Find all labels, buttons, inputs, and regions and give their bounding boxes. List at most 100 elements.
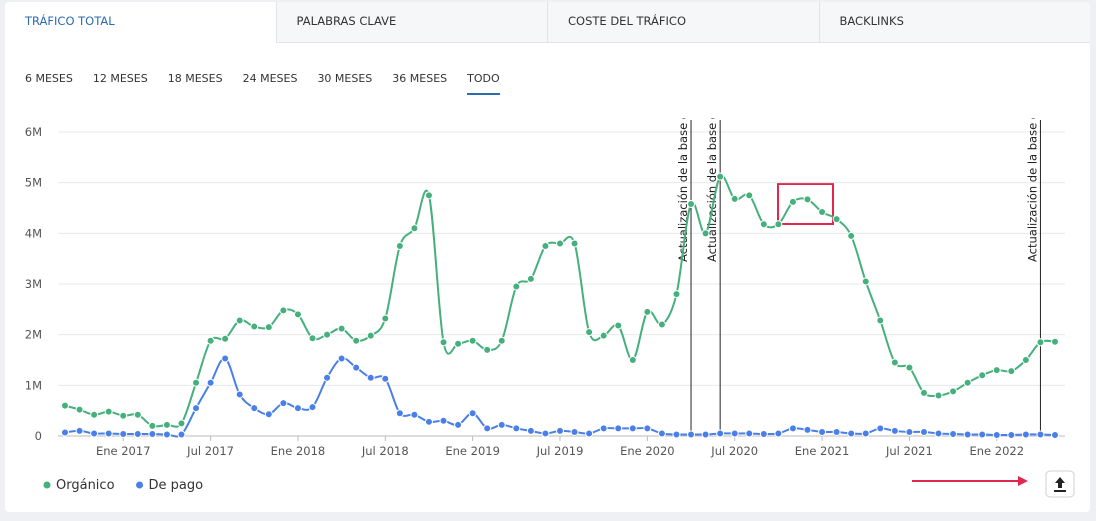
data-point — [919, 427, 928, 436]
data-point — [992, 366, 1001, 375]
data-point — [556, 239, 564, 248]
range-button[interactable]: 6 MESES — [25, 72, 73, 85]
data-point — [832, 427, 841, 436]
data-point — [672, 430, 681, 439]
data-point — [614, 321, 623, 330]
data-point — [264, 323, 273, 332]
y-tick-label: 2M — [25, 328, 42, 342]
data-point — [556, 426, 564, 435]
data-point — [162, 430, 171, 439]
data-point — [570, 239, 579, 248]
data-point — [90, 429, 99, 438]
data-point — [585, 328, 594, 337]
tab[interactable]: COSTE DEL TRÁFICO — [547, 2, 819, 43]
data-point — [293, 310, 302, 319]
y-tick-label: 5M — [25, 176, 42, 190]
range-button[interactable]: TODO — [467, 72, 500, 95]
data-point — [963, 430, 972, 439]
x-tick-label: Ene 2022 — [969, 444, 1024, 458]
data-point — [745, 191, 754, 200]
data-point — [730, 429, 739, 438]
data-point — [497, 336, 506, 345]
legend-marker — [43, 481, 51, 489]
data-point — [366, 373, 375, 382]
range-button[interactable]: 12 MESES — [92, 72, 148, 85]
tab[interactable]: BACKLINKS — [818, 2, 1090, 43]
data-point — [614, 424, 623, 433]
data-point — [949, 429, 958, 438]
x-tick-label: Jul 2017 — [186, 444, 234, 458]
data-point — [410, 410, 419, 419]
data-point — [847, 231, 856, 240]
data-point — [774, 429, 783, 438]
data-point — [395, 242, 404, 250]
range-button[interactable]: 18 MESES — [167, 72, 223, 85]
range-button[interactable]: 24 MESES — [242, 72, 298, 85]
data-point — [716, 172, 725, 181]
data-point — [352, 363, 361, 372]
data-point — [323, 373, 332, 382]
data-point — [206, 378, 215, 387]
data-point — [949, 387, 958, 396]
data-point — [716, 429, 725, 438]
data-point — [468, 336, 477, 345]
x-tick-label: Jul 2020 — [710, 444, 758, 458]
data-point — [366, 331, 375, 340]
legend-label: Orgánico — [56, 478, 115, 493]
data-point — [657, 429, 666, 438]
data-point — [177, 430, 186, 439]
data-point — [687, 199, 696, 208]
x-tick-label: Ene 2021 — [795, 444, 850, 458]
data-point — [1036, 430, 1045, 439]
data-point — [541, 242, 550, 250]
arrow-head — [1018, 476, 1028, 486]
data-point — [221, 334, 230, 343]
data-point — [541, 429, 550, 438]
data-point — [512, 282, 521, 291]
y-tick-label: 0 — [35, 429, 42, 443]
data-point — [454, 420, 463, 429]
data-point — [61, 428, 69, 437]
data-point — [803, 425, 812, 434]
data-point — [730, 194, 739, 203]
data-point — [628, 356, 637, 364]
data-point — [1021, 430, 1030, 439]
range-button[interactable]: 36 MESES — [392, 72, 448, 85]
data-point — [890, 426, 899, 435]
data-point — [818, 208, 827, 217]
ranges: 6 MESES 12 MESES 18 MESES 24 MESES 30 MESES 3… — [25, 72, 520, 95]
data-point — [1007, 367, 1016, 376]
annotation: Actualización de la base de — [1025, 118, 1039, 262]
data-point — [978, 371, 987, 380]
data-point — [759, 429, 768, 438]
y-tick-label: 1M — [25, 378, 42, 392]
data-point — [1051, 430, 1059, 439]
highlight-box — [777, 183, 834, 225]
data-point — [919, 388, 928, 397]
data-point — [687, 430, 696, 439]
data-point — [424, 191, 433, 200]
range-button[interactable]: 30 MESES — [317, 72, 373, 85]
data-point — [628, 424, 637, 433]
data-point — [905, 427, 914, 436]
data-point — [119, 429, 128, 438]
data-point — [847, 429, 856, 438]
tab[interactable]: TRÁFICO TOTAL — [5, 2, 276, 43]
data-point — [250, 404, 259, 413]
data-point — [526, 274, 535, 283]
data-point — [483, 424, 492, 433]
data-point — [599, 424, 608, 433]
data-point — [759, 220, 768, 229]
legend-label: De pago — [149, 478, 204, 493]
data-point — [803, 195, 812, 204]
y-tick-label: 4M — [25, 226, 42, 240]
data-point — [381, 314, 390, 323]
data-point — [890, 358, 899, 367]
data-point — [861, 277, 870, 286]
data-point — [250, 322, 259, 331]
y-tick-label: 6M — [25, 125, 42, 139]
data-point — [934, 429, 943, 438]
tab[interactable]: PALABRAS CLAVE — [275, 2, 547, 43]
data-point — [148, 421, 157, 430]
export-icon — [1054, 477, 1066, 492]
